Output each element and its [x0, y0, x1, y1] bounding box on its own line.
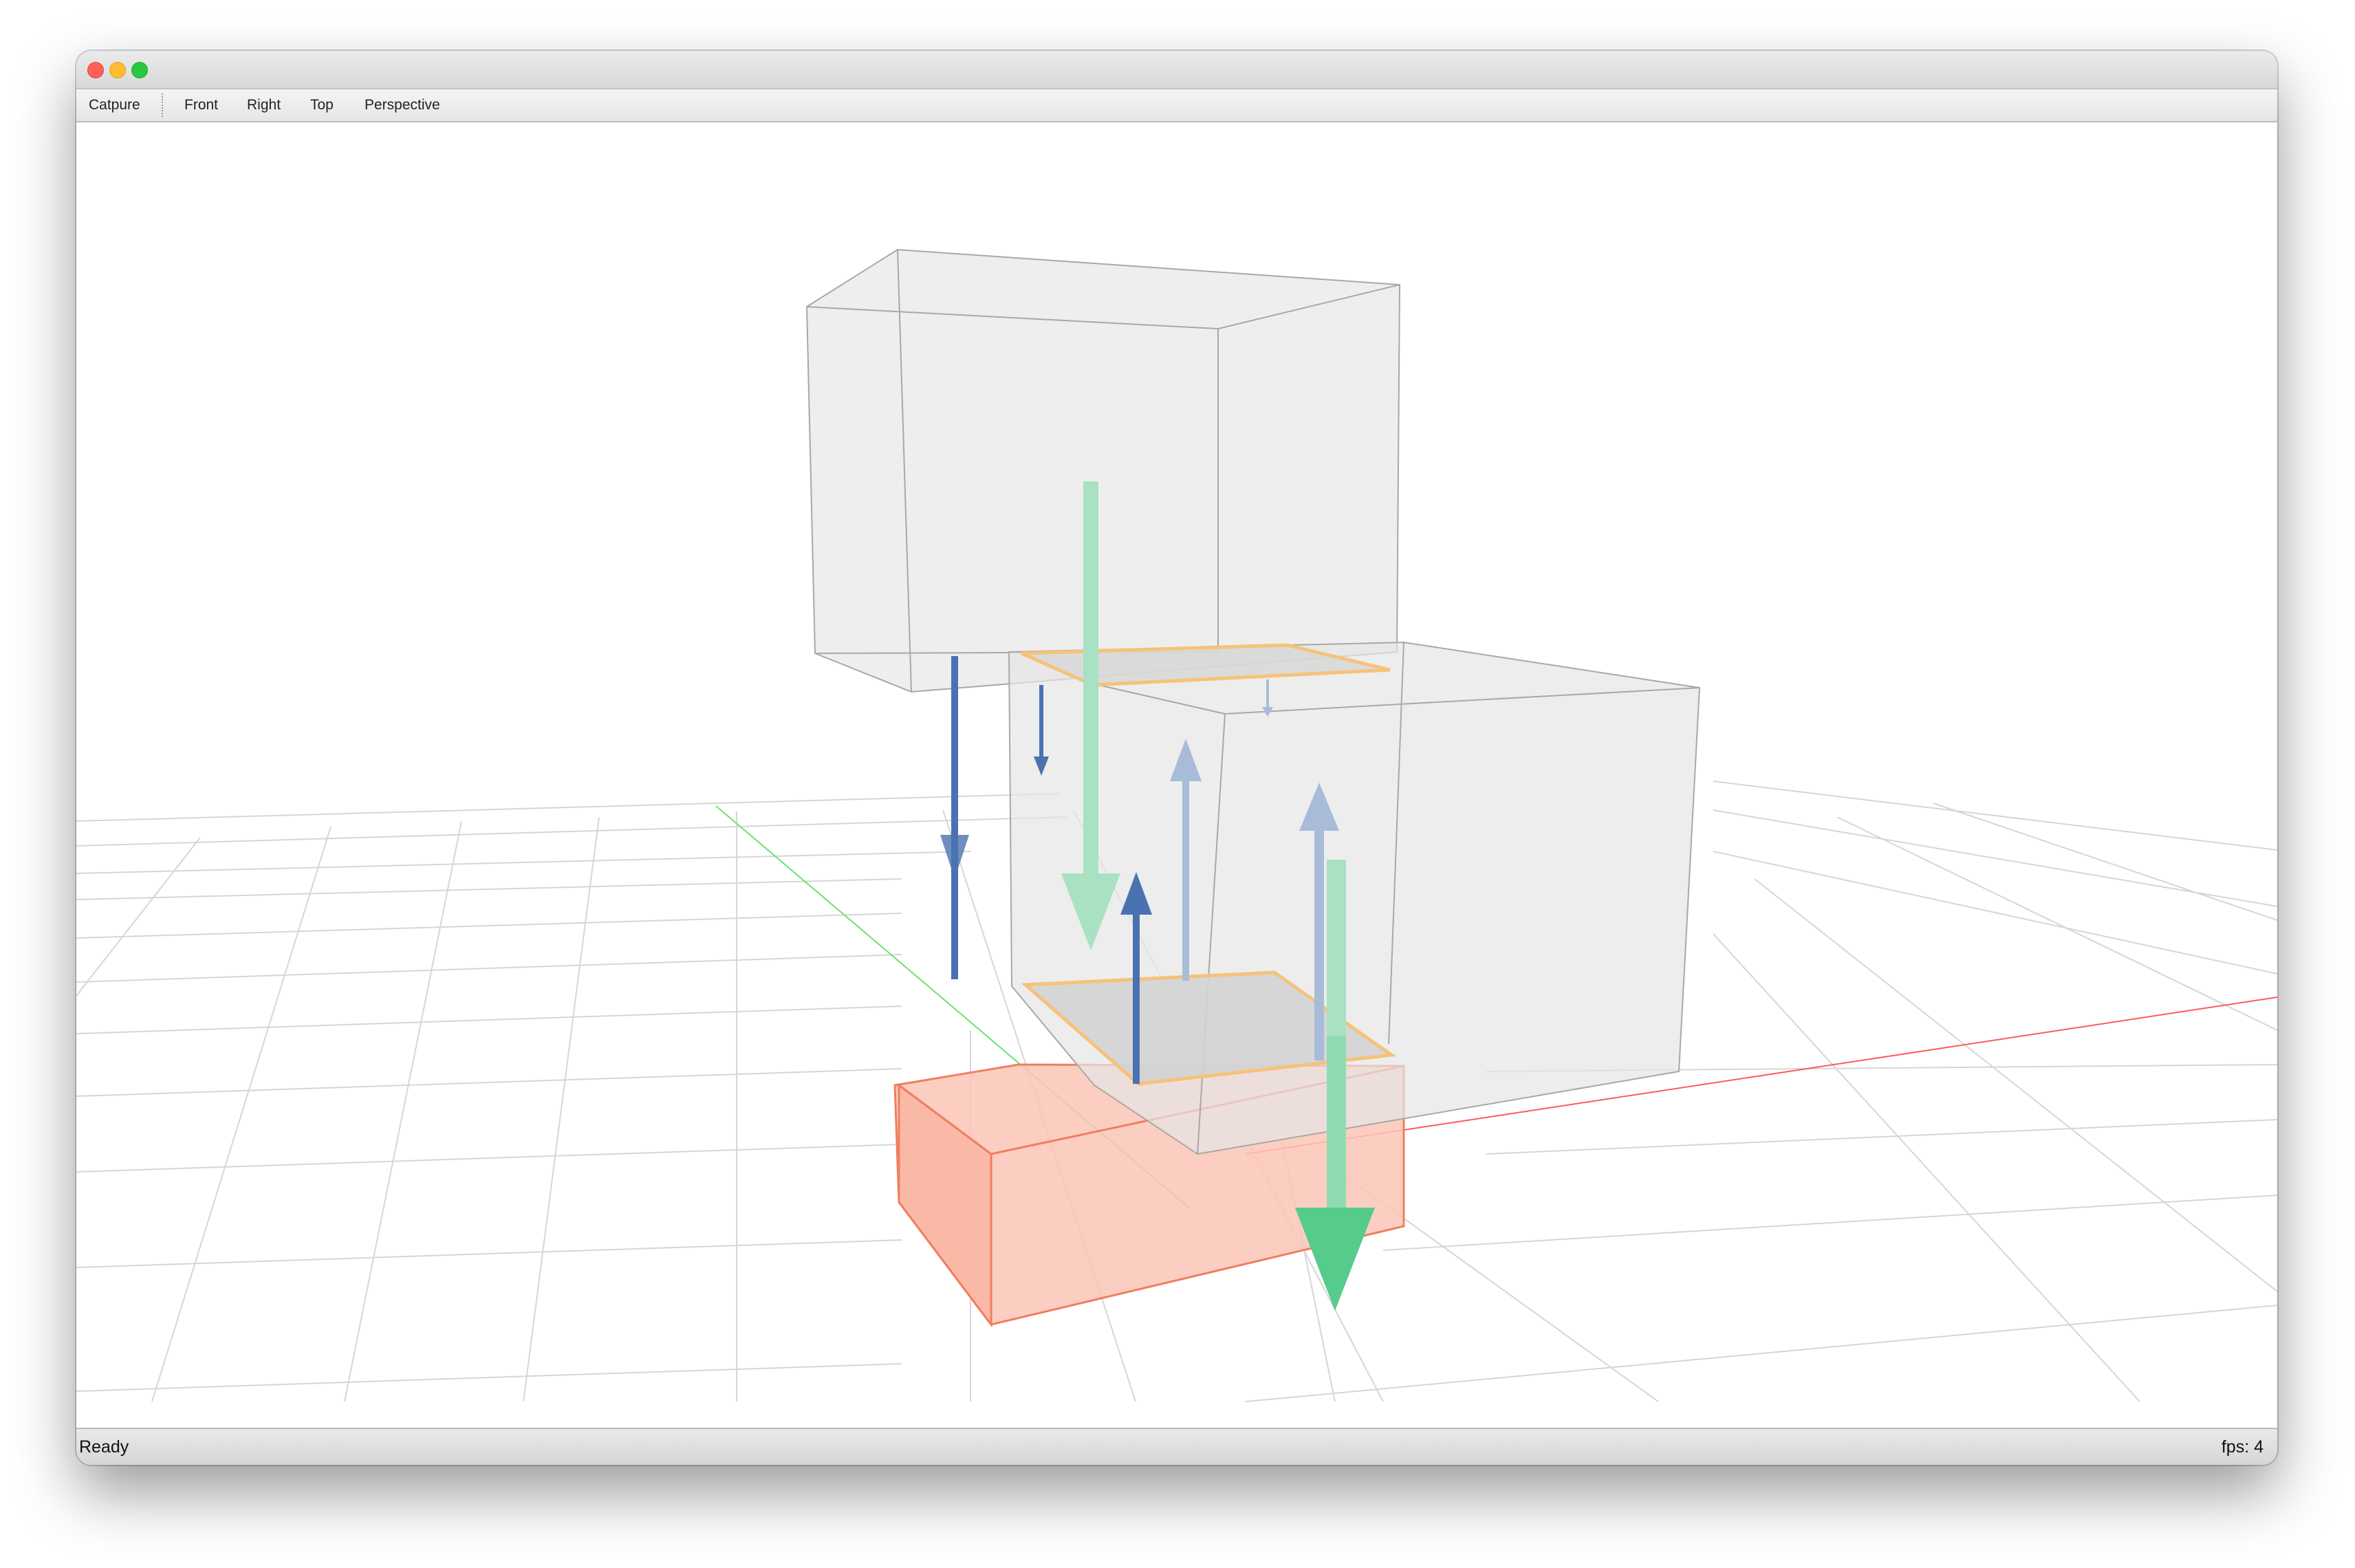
zoom-window-button[interactable]: [131, 62, 148, 78]
middle-box: [1008, 641, 1701, 1155]
status-bar: Ready fps: 4: [76, 1428, 2277, 1465]
status-text: Ready: [79, 1437, 129, 1457]
force-arrows: [940, 481, 1375, 1311]
app-window: Catpure Front Right Top Perspective: [76, 51, 2277, 1465]
contact-plane-bottom: [1021, 970, 1396, 1086]
title-bar: [76, 51, 2277, 89]
menu-capture[interactable]: Catpure: [89, 97, 140, 113]
menu-right-view[interactable]: Right: [247, 97, 281, 113]
upper-box: [805, 248, 1401, 693]
fps-counter: fps: 4: [2221, 1437, 2264, 1457]
minimize-window-button[interactable]: [109, 62, 126, 78]
3d-viewport[interactable]: [76, 122, 2277, 1465]
contact-plane-top: [1020, 643, 1391, 687]
menu-bar: Catpure Front Right Top Perspective: [76, 89, 2277, 122]
menu-front-view[interactable]: Front: [184, 97, 219, 113]
close-window-button[interactable]: [87, 62, 104, 78]
menu-separator: [162, 94, 163, 117]
menu-perspective-view[interactable]: Perspective: [365, 97, 440, 113]
x-axis-line: [1245, 997, 2277, 1155]
menu-top-view[interactable]: Top: [310, 97, 334, 113]
scene-canvas[interactable]: [76, 122, 2277, 1429]
